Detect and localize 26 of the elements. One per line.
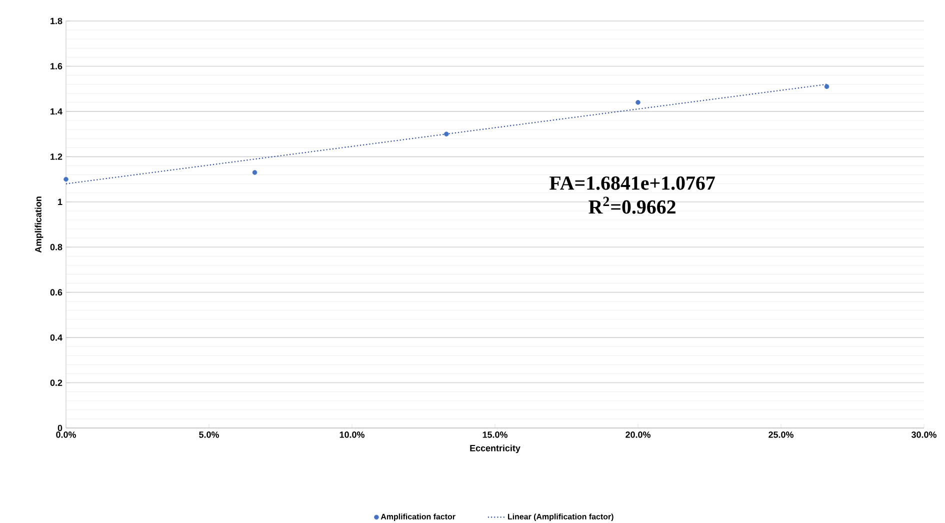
y-tick-label: 1 [58,198,62,205]
y-axis-title: Amplification [34,196,44,253]
y-tick-label: 1.8 [50,18,62,24]
x-tick-label: 25.0% [768,432,794,438]
y-tick-label: 1.2 [50,154,62,160]
x-tick-label: 30.0% [912,432,936,438]
point [64,176,68,182]
y-tick-label: 0.8 [50,244,62,250]
y-tick-label: 0.4 [50,334,62,341]
x-tick-label: 0.0% [56,432,76,438]
x-axis-title: Eccentricity [470,444,520,454]
x-tick-label: 5.0% [199,432,219,438]
annotation: R$^{2}$=0.9662 [588,196,676,214]
point [252,170,258,175]
y-tick-label: 1.6 [50,63,62,70]
point [824,84,830,89]
y-tick-label: 0.2 [50,380,62,386]
x-tick-label: 20.0% [626,432,650,438]
x-tick-label: 10.0% [340,432,364,438]
point [444,132,449,136]
y-tick-label: 0 [58,424,62,432]
y-tick-label: 0.6 [50,289,62,296]
annotation: FA=1.6841e+1.0767 [550,176,715,190]
x-tick-label: 15.0% [482,432,508,438]
point [636,100,640,105]
y-tick-label: 1.4 [50,108,62,115]
